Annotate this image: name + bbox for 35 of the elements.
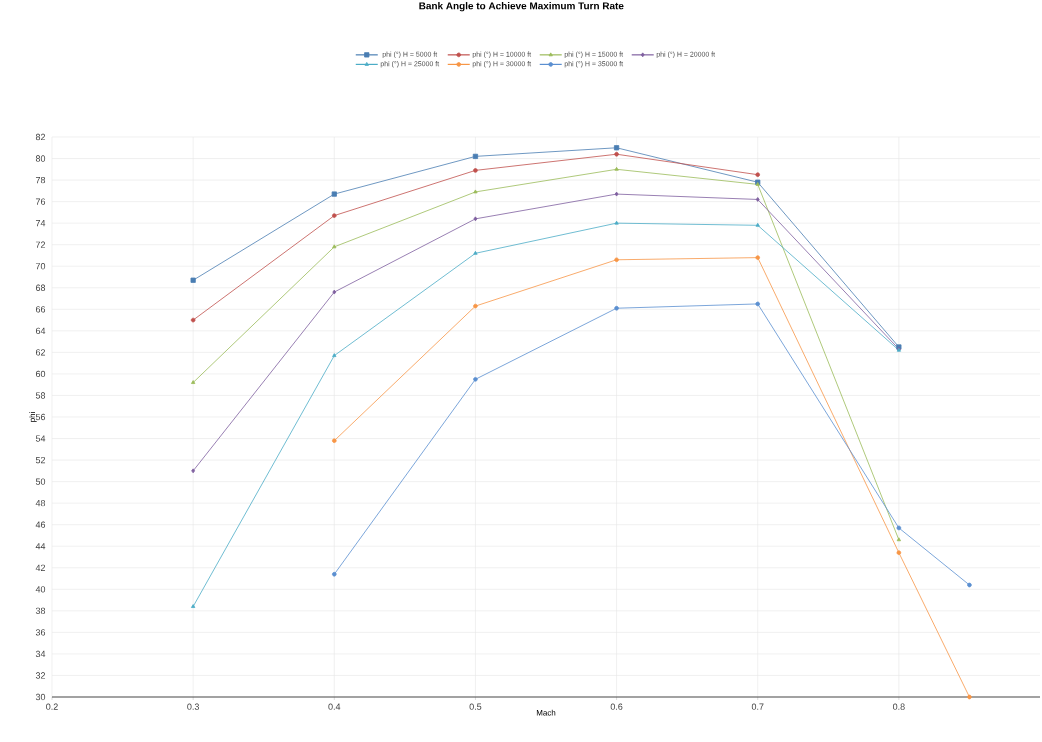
y-tick-label: 34 <box>35 650 46 658</box>
y-tick-label: 66 <box>35 306 46 313</box>
y-tick-label: 42 <box>35 564 46 571</box>
y-tick-label: 82 <box>35 133 46 141</box>
x-tick-label: 0.2 <box>46 703 58 710</box>
y-tick-label: 58 <box>35 392 46 399</box>
y-tick-label: 72 <box>35 241 46 248</box>
y-tick-label: 68 <box>35 284 46 291</box>
y-tick-label: 70 <box>35 263 46 270</box>
x-tick-label: 0.8 <box>892 703 905 710</box>
y-tick-label: 62 <box>35 349 46 356</box>
y-tick-label: 32 <box>35 672 46 679</box>
x-tick-label: 0.7 <box>751 703 764 710</box>
y-tick-label: 44 <box>35 543 46 550</box>
y-tick-label: 76 <box>35 198 46 205</box>
chart-title: Bank Angle to Achieve Maximum Turn Rate <box>419 2 624 12</box>
y-tick-label: 52 <box>35 456 46 464</box>
y-tick-label: 56 <box>35 413 46 421</box>
x-tick-label: 0.3 <box>187 703 199 710</box>
y-tick-label: 48 <box>35 499 46 507</box>
y-tick-label: 74 <box>35 220 46 227</box>
y-tick-label: 50 <box>35 478 46 485</box>
y-tick-label: 30 <box>35 693 46 701</box>
y-tick-label: 36 <box>35 629 46 636</box>
x-tick-label: 0.4 <box>328 703 341 710</box>
y-tick-label: 64 <box>35 327 46 335</box>
y-tick-label: 78 <box>35 176 46 184</box>
y-tick-label: 54 <box>35 435 46 442</box>
y-tick-label: 80 <box>35 155 46 162</box>
y-tick-label: 60 <box>35 370 46 378</box>
y-tick-label: 46 <box>35 521 46 528</box>
y-tick-label: 38 <box>35 607 46 615</box>
x-tick-label: 0.6 <box>610 703 623 710</box>
x-tick-label: 0.5 <box>469 703 482 710</box>
y-tick-label: 40 <box>35 586 46 593</box>
